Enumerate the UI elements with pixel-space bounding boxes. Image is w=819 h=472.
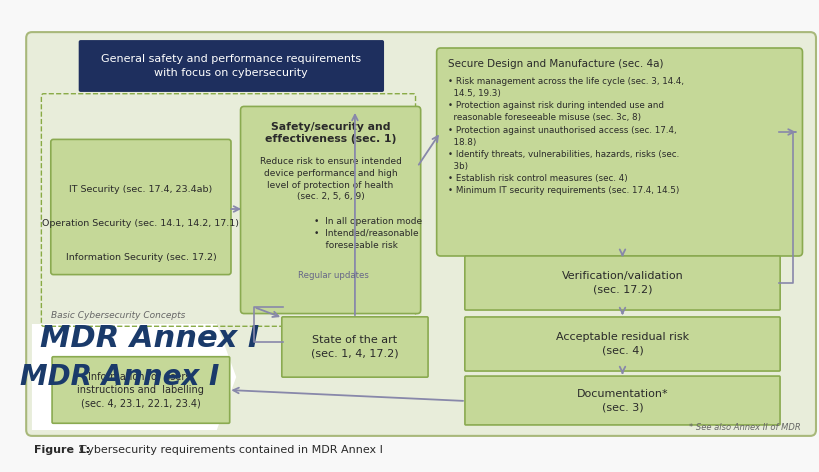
FancyBboxPatch shape bbox=[464, 317, 779, 371]
Text: Basic Cybersecurity Concepts: Basic Cybersecurity Concepts bbox=[52, 312, 186, 320]
Text: Secure Design and Manufacture (sec. 4a): Secure Design and Manufacture (sec. 4a) bbox=[448, 59, 663, 69]
FancyBboxPatch shape bbox=[464, 256, 779, 310]
Text: Acceptable residual risk
(sec. 4): Acceptable residual risk (sec. 4) bbox=[555, 332, 688, 355]
FancyBboxPatch shape bbox=[240, 107, 420, 313]
FancyBboxPatch shape bbox=[464, 376, 779, 425]
Text: MDR Annex I: MDR Annex I bbox=[39, 324, 259, 353]
FancyBboxPatch shape bbox=[51, 139, 231, 275]
FancyBboxPatch shape bbox=[282, 317, 428, 377]
Text: General safety and performance requirements
with focus on cybersecurity: General safety and performance requireme… bbox=[102, 54, 361, 78]
Text: IT Security (sec. 17.4, 23.4ab): IT Security (sec. 17.4, 23.4ab) bbox=[69, 185, 212, 194]
FancyBboxPatch shape bbox=[52, 357, 229, 423]
Text: Information Security (sec. 17.2): Information Security (sec. 17.2) bbox=[66, 253, 216, 261]
Text: • Risk management across the life cycle (sec. 3, 14.4,
  14.5, 19.3)
• Protectio: • Risk management across the life cycle … bbox=[448, 77, 684, 195]
Text: Reduce risk to ensure intended
device performance and high
level of protection o: Reduce risk to ensure intended device pe… bbox=[260, 157, 401, 202]
FancyBboxPatch shape bbox=[26, 32, 815, 436]
Text: State of the art
(sec. 1, 4, 17.2): State of the art (sec. 1, 4, 17.2) bbox=[310, 336, 398, 359]
Text: Regular updates: Regular updates bbox=[298, 271, 369, 280]
Text: Documentation*
(sec. 3): Documentation* (sec. 3) bbox=[576, 389, 667, 413]
FancyBboxPatch shape bbox=[79, 40, 383, 92]
Text: * See also Annex II of MDR: * See also Annex II of MDR bbox=[688, 423, 799, 432]
Text: Cybersecurity requirements contained in MDR Annex I: Cybersecurity requirements contained in … bbox=[75, 445, 382, 455]
FancyBboxPatch shape bbox=[437, 48, 802, 256]
Text: Verification/validation
(sec. 17.2): Verification/validation (sec. 17.2) bbox=[561, 271, 682, 295]
Text: Safety/security and
effectiveness (sec. 1): Safety/security and effectiveness (sec. … bbox=[265, 122, 396, 144]
Text: Operation Security (sec. 14.1, 14.2, 17.1): Operation Security (sec. 14.1, 14.2, 17.… bbox=[43, 219, 239, 228]
Polygon shape bbox=[32, 324, 236, 430]
Text: MDR Annex I: MDR Annex I bbox=[20, 363, 219, 391]
Text: Figure 1:: Figure 1: bbox=[34, 445, 90, 455]
Text: Information for users,
instructions and  labelling
(sec. 4, 23.1, 22.1, 23.4): Information for users, instructions and … bbox=[77, 372, 204, 408]
Text: •  In all operation mode
•  Intended/reasonable
    foreseeable risk: • In all operation mode • Intended/reaso… bbox=[314, 217, 422, 250]
